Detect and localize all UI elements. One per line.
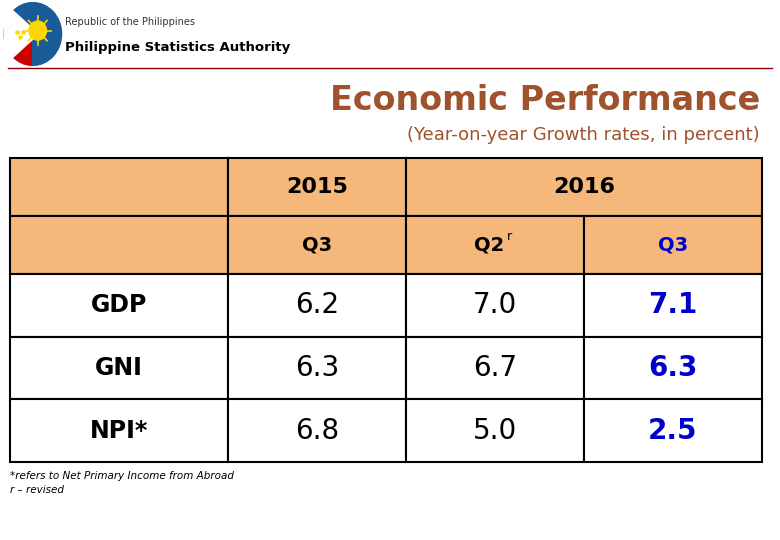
Text: 2015: 2015 (286, 177, 348, 197)
Text: 7.0: 7.0 (473, 292, 517, 319)
Circle shape (4, 3, 62, 65)
Text: Republic of the Philippines: Republic of the Philippines (65, 17, 195, 27)
Text: (Year-on-year Growth rates, in percent): (Year-on-year Growth rates, in percent) (407, 126, 760, 144)
Text: 2016: 2016 (553, 177, 615, 197)
Text: r – revised: r – revised (10, 485, 64, 495)
Text: r: r (506, 231, 512, 244)
Text: GDP: GDP (90, 293, 147, 318)
Wedge shape (33, 34, 62, 65)
Text: Q2: Q2 (474, 235, 504, 254)
Text: 6.3: 6.3 (648, 354, 697, 382)
Wedge shape (4, 3, 62, 34)
Text: 5.0: 5.0 (473, 417, 517, 444)
Text: Q3: Q3 (658, 235, 688, 254)
Text: 6.2: 6.2 (295, 292, 339, 319)
Text: 7.1: 7.1 (648, 292, 697, 319)
Text: NPI*: NPI* (90, 418, 148, 443)
Text: 2.5: 2.5 (648, 417, 698, 444)
Text: 6.7: 6.7 (473, 354, 517, 382)
Wedge shape (4, 34, 33, 65)
Text: *refers to Net Primary Income from Abroad: *refers to Net Primary Income from Abroa… (10, 471, 234, 481)
Circle shape (29, 21, 47, 40)
Text: GNI: GNI (95, 356, 143, 380)
Polygon shape (4, 3, 38, 65)
Text: Philippine Statistics Authority: Philippine Statistics Authority (65, 42, 290, 55)
Text: 6.8: 6.8 (295, 417, 339, 444)
Text: Economic Performance: Economic Performance (330, 84, 760, 117)
Text: Q3: Q3 (302, 235, 332, 254)
Text: 6.3: 6.3 (295, 354, 339, 382)
